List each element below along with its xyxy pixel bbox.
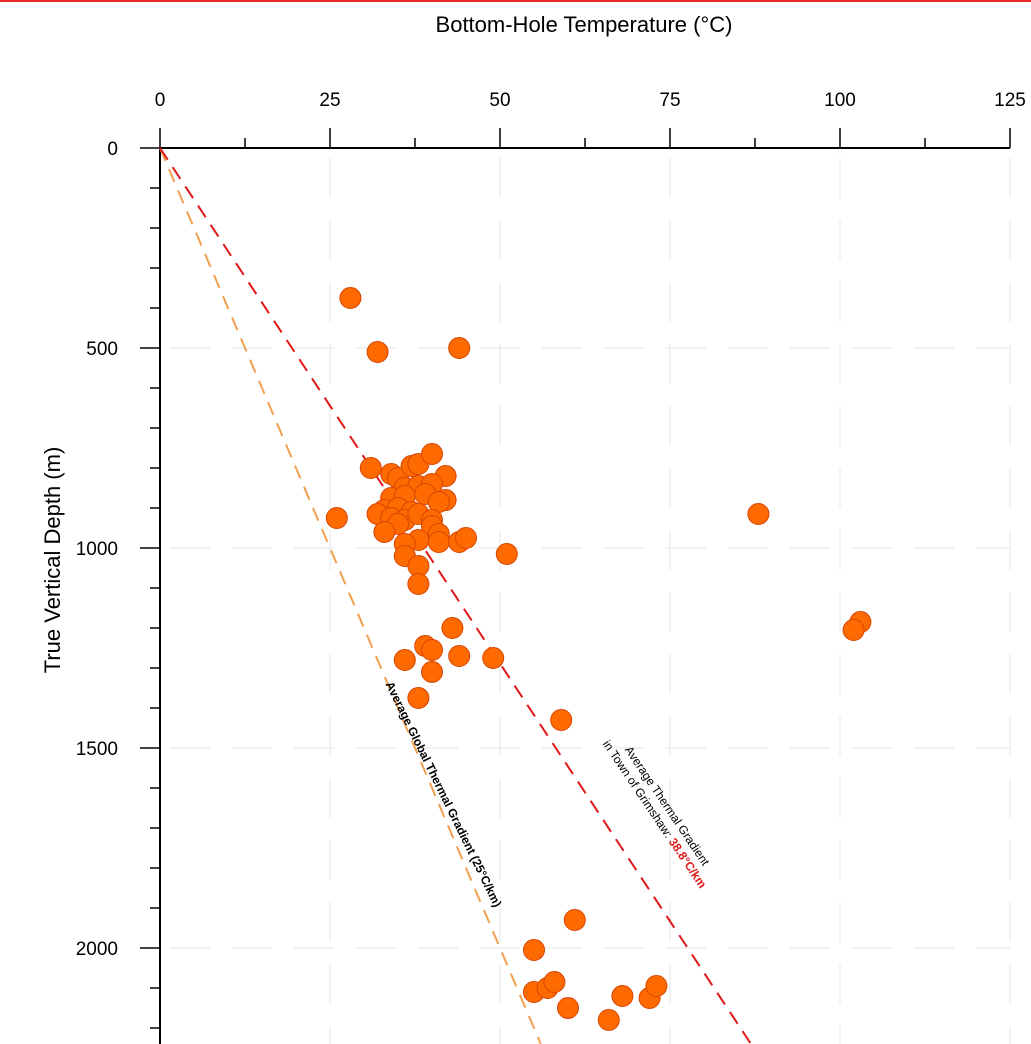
data-point bbox=[421, 639, 443, 661]
data-point bbox=[407, 687, 430, 709]
data-point bbox=[543, 971, 566, 993]
global-gradient-label: Average Global Thermal Gradient (25°C/km… bbox=[383, 679, 505, 909]
data-point bbox=[359, 457, 382, 479]
axes: 0 25 50 75 100 125 0 500 1000 1500 2000 bbox=[76, 90, 1026, 1044]
local-gradient-label-line2: in Town of Grimshaw: 38.8°C/km bbox=[600, 738, 710, 891]
data-point bbox=[373, 521, 396, 543]
x-axis-title: Bottom-Hole Temperature (°C) bbox=[436, 12, 733, 37]
local-gradient-line bbox=[159, 147, 752, 1044]
x-tick-label: 0 bbox=[155, 90, 166, 111]
trend-lines bbox=[159, 147, 752, 1044]
top-border-line bbox=[0, 0, 1031, 2]
y-axis-title: True Vertical Depth (m) bbox=[40, 447, 65, 674]
data-point bbox=[611, 985, 634, 1007]
data-point bbox=[482, 647, 505, 669]
data-point bbox=[495, 543, 518, 565]
x-tick-label: 25 bbox=[319, 90, 340, 111]
data-point bbox=[645, 975, 668, 997]
data-point bbox=[563, 909, 586, 931]
y-tick-label: 500 bbox=[86, 339, 118, 360]
x-tick-label: 50 bbox=[489, 90, 510, 111]
data-point bbox=[421, 443, 443, 465]
data-point bbox=[325, 507, 348, 529]
data-point bbox=[523, 939, 545, 961]
global-gradient-annotation: Average Global Thermal Gradient (25°C/km… bbox=[383, 679, 505, 909]
data-point bbox=[448, 337, 471, 359]
data-point bbox=[393, 649, 416, 671]
y-tick-label: 1500 bbox=[76, 739, 118, 760]
y-tick-label: 1000 bbox=[76, 539, 118, 560]
data-point bbox=[842, 619, 865, 641]
data-point bbox=[441, 617, 464, 639]
data-point bbox=[747, 503, 770, 525]
data-point bbox=[407, 573, 430, 595]
y-tick-label: 0 bbox=[107, 139, 118, 160]
x-tick-label: 125 bbox=[994, 90, 1026, 111]
grid-lines bbox=[170, 158, 1011, 1044]
data-point bbox=[427, 531, 450, 553]
data-points bbox=[325, 287, 872, 1031]
x-tick-label: 75 bbox=[659, 90, 680, 111]
y-tick-label: 2000 bbox=[76, 939, 118, 960]
local-gradient-label-line1: Average Thermal Gradient bbox=[622, 744, 713, 869]
local-gradient-annotation: Average Thermal Gradient in Town of Grim… bbox=[600, 738, 713, 891]
data-point bbox=[339, 287, 362, 309]
global-gradient-line bbox=[159, 147, 542, 1044]
x-tick-label: 100 bbox=[824, 90, 856, 111]
data-point bbox=[550, 709, 573, 731]
data-point bbox=[455, 527, 477, 549]
data-point bbox=[421, 661, 443, 683]
data-point bbox=[448, 645, 471, 667]
data-point bbox=[597, 1009, 620, 1031]
data-point bbox=[557, 997, 579, 1019]
data-point bbox=[366, 341, 389, 363]
